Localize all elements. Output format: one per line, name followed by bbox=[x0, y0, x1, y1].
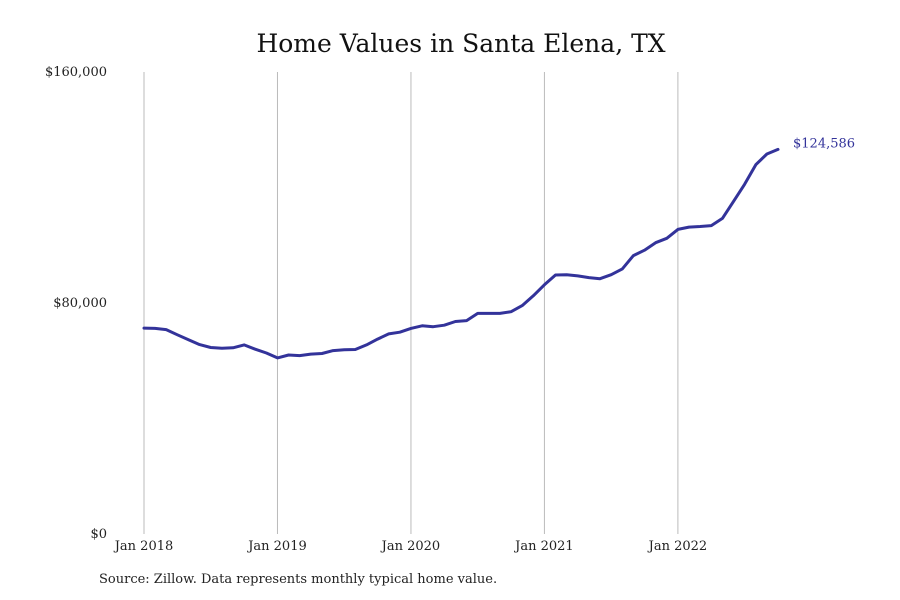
x-tick-label: Jan 2022 bbox=[647, 539, 708, 554]
y-axis-tick-labels: $0 $80,000 $160,000 bbox=[45, 65, 107, 542]
x-tick-label: Jan 2020 bbox=[380, 539, 441, 554]
x-tick-label: Jan 2018 bbox=[113, 539, 174, 554]
end-value-label: $124,586 bbox=[793, 136, 855, 151]
series-line bbox=[142, 147, 780, 360]
x-tick-label: Jan 2019 bbox=[246, 539, 307, 554]
chart-title: Home Values in Santa Elena, TX bbox=[256, 29, 665, 58]
y-tick-label: $80,000 bbox=[53, 296, 107, 311]
source-note: Source: Zillow. Data represents monthly … bbox=[99, 572, 498, 587]
x-axis-tick-labels: Jan 2018 Jan 2019 Jan 2020 Jan 2021 Jan 2022 bbox=[113, 539, 707, 554]
x-gridlines bbox=[143, 72, 679, 534]
y-tick-label: $160,000 bbox=[45, 65, 107, 80]
y-tick-label: $0 bbox=[90, 527, 107, 542]
x-tick-label: Jan 2021 bbox=[513, 539, 574, 554]
